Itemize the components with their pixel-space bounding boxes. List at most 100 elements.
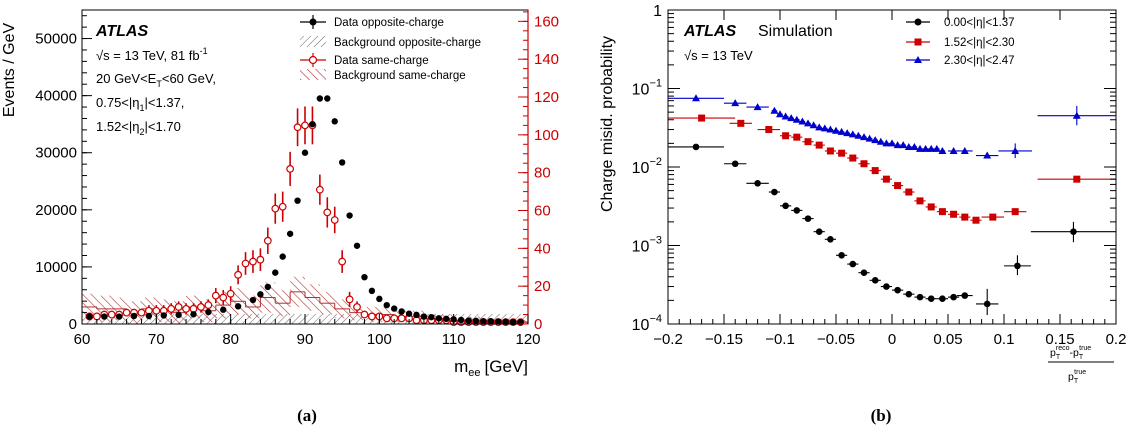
y-tick-label-b: 10−3 xyxy=(632,235,662,256)
y-tick-label-b: 1 xyxy=(653,3,662,20)
data-os-point xyxy=(160,312,167,319)
y-tick-label-a: 50000 xyxy=(35,31,77,48)
data-os-point xyxy=(383,301,390,309)
svg-text:Data same-charge: Data same-charge xyxy=(334,55,429,67)
x-tick-label-b: 0.2 xyxy=(1106,331,1127,348)
point-eta-forward xyxy=(692,94,700,102)
data-ss-point xyxy=(345,295,354,304)
legend-swatch-bkg-ss xyxy=(300,69,326,80)
point-eta-endcap xyxy=(882,175,890,183)
point-eta-forward xyxy=(904,142,913,150)
legend-entry-data-ss: Data same-charge xyxy=(300,53,429,67)
data-ss-point xyxy=(330,216,339,224)
x-axis-label-b: pTreco-pTtrue pTtrue xyxy=(1048,345,1114,385)
point-eta-central xyxy=(692,143,700,151)
panel-label-a: (a) xyxy=(297,406,317,425)
data-os-point xyxy=(376,295,383,303)
x-tick-label-b: 0.1 xyxy=(994,331,1015,348)
point-eta-endcap xyxy=(1011,208,1019,216)
data-os-point xyxy=(190,311,197,318)
legend-marker-eta-endcap xyxy=(914,38,922,46)
point-eta-endcap xyxy=(1073,175,1081,183)
data-os-point xyxy=(205,308,212,316)
point-eta-endcap xyxy=(737,119,745,127)
data-os-point xyxy=(272,269,279,276)
eta1-cut-label: 0.75<|η1|<1.37, xyxy=(96,95,184,113)
svg-text:Background opposite-charge: Background opposite-charge xyxy=(334,37,481,49)
point-eta-central xyxy=(894,286,901,294)
x-axis-label-a: mee [GeV] xyxy=(454,357,528,379)
point-eta-endcap xyxy=(826,147,834,155)
data-ss-point xyxy=(397,314,406,323)
data-ss-point xyxy=(249,257,257,266)
x-tick-label-a: 60 xyxy=(74,331,91,348)
eta2-cut-label: 1.52<|η2|<1.70 xyxy=(96,119,181,137)
data-ss-point xyxy=(353,303,361,311)
data-os-point xyxy=(346,212,353,219)
data-os-point xyxy=(115,313,123,320)
point-eta-forward xyxy=(916,144,924,152)
y2-tick-label: 160 xyxy=(534,13,559,30)
panel-b: 10−4 10−3 10−2 10−1 1 −0.2 −0.15 −0.1 −0.05 0 0.05… xyxy=(599,3,1126,425)
point-eta-central xyxy=(927,295,935,303)
data-os-point xyxy=(502,318,509,325)
point-eta-central xyxy=(883,283,890,290)
point-eta-forward xyxy=(910,142,919,150)
data-ss-point xyxy=(301,121,309,130)
point-eta-endcap xyxy=(927,203,935,211)
legend-entry-eta-forward: 2.30<|η|<2.47 xyxy=(906,55,1015,67)
point-eta-endcap xyxy=(989,213,997,221)
point-eta-central xyxy=(905,290,913,298)
point-eta-endcap xyxy=(849,154,857,162)
y-tick-label-b: 10−4 xyxy=(632,313,662,334)
data-ss-point xyxy=(263,236,272,245)
svg-text:1.52<|η|<2.30: 1.52<|η|<2.30 xyxy=(944,37,1015,49)
data-ss-point xyxy=(182,304,190,313)
data-os-point xyxy=(331,118,338,125)
point-eta-central xyxy=(838,252,845,259)
x-tick-label-b: 0 xyxy=(888,331,896,348)
y2-tick-label: 20 xyxy=(534,278,551,295)
data-ss-point xyxy=(174,303,183,311)
x-tick-label-a: 120 xyxy=(515,331,540,348)
point-eta-forward xyxy=(809,121,818,129)
point-eta-central xyxy=(860,269,868,277)
y2-tick-label: 0 xyxy=(534,316,542,333)
data-os-point xyxy=(294,197,301,204)
point-eta-central xyxy=(754,179,761,187)
data-os-point xyxy=(257,291,264,298)
y-tick-label-a: 20000 xyxy=(35,202,77,219)
point-eta-forward xyxy=(949,146,958,154)
point-eta-endcap xyxy=(765,126,773,134)
point-eta-central xyxy=(815,228,823,235)
data-os-point xyxy=(435,315,442,322)
data-os-point xyxy=(324,95,331,102)
x-tick-label-a: 80 xyxy=(222,331,239,348)
point-eta-endcap xyxy=(804,138,812,146)
data-ss-point xyxy=(197,303,205,311)
x-tick-label-a: 110 xyxy=(442,331,466,348)
point-eta-endcap xyxy=(838,149,846,157)
point-eta-endcap xyxy=(938,208,946,216)
point-eta-endcap xyxy=(961,213,969,221)
data-ss-point xyxy=(271,204,280,213)
svg-text:2.30<|η|<2.47: 2.30<|η|<2.47 xyxy=(944,55,1015,67)
data-os-point xyxy=(428,313,435,321)
y2-tick-label: 100 xyxy=(534,127,559,144)
x-tick-label-a: 100 xyxy=(367,331,392,348)
data-os-point xyxy=(264,283,272,291)
data-os-point xyxy=(517,319,524,326)
data-os-point xyxy=(457,316,465,324)
data-ss-point xyxy=(226,289,235,298)
data-ss-point xyxy=(137,308,146,317)
point-eta-forward xyxy=(826,125,835,133)
point-eta-forward xyxy=(843,129,852,137)
point-eta-endcap xyxy=(793,133,801,141)
point-eta-endcap xyxy=(815,141,823,149)
point-eta-forward xyxy=(888,139,896,147)
data-os-point xyxy=(101,313,108,320)
data-ss-point xyxy=(152,306,161,315)
x-tick-label-b: −0.15 xyxy=(705,331,743,348)
point-eta-forward xyxy=(787,114,796,122)
y-axis-label-a: Events / GeV xyxy=(1,23,18,118)
